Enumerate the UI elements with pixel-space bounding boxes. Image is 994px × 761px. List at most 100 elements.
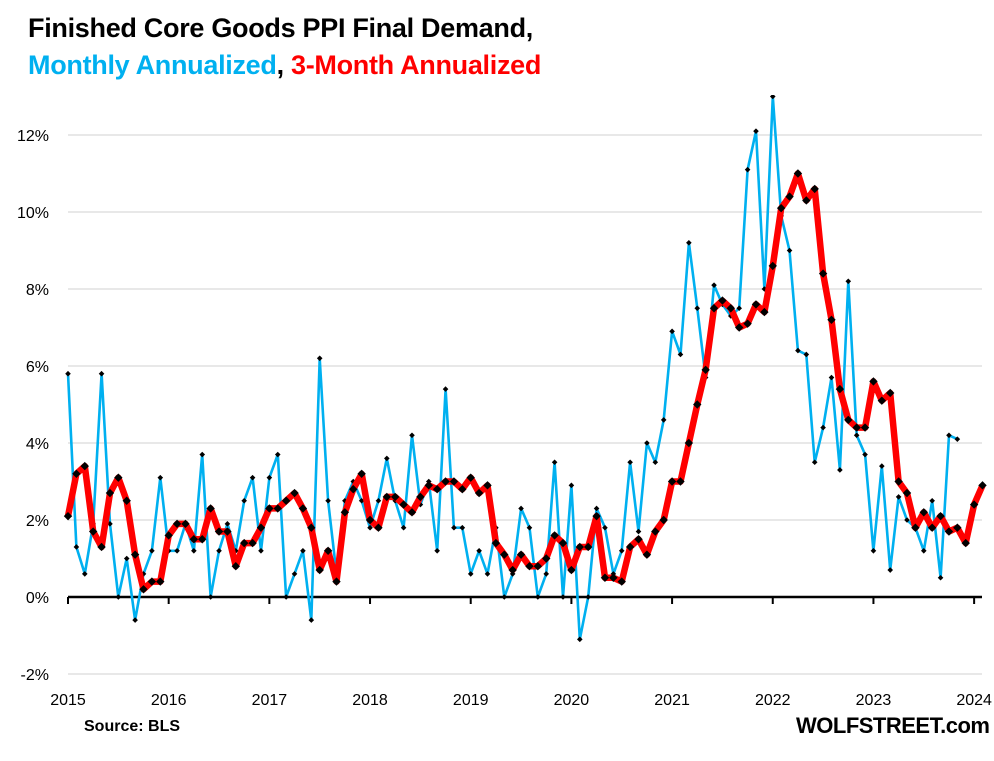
three-month-annualized-point: [844, 415, 853, 425]
x-tick-label: 2018: [352, 692, 388, 709]
title-monthly-legend: Monthly Annualized: [28, 50, 277, 80]
monthly-annualized-point: [576, 636, 583, 643]
monthly-annualized-point: [887, 567, 894, 573]
monthly-annualized-point: [199, 451, 206, 458]
three-month-annualized-point: [693, 400, 702, 409]
three-month-annualized-point: [835, 384, 845, 394]
monthly-annualized-point: [409, 432, 415, 439]
three-month-annualized-point: [567, 565, 576, 575]
series-layer: [63, 95, 987, 643]
y-tick-label: 6%: [26, 359, 49, 376]
monthly-annualized-series: [65, 95, 961, 643]
three-month-annualized-point: [231, 562, 240, 571]
three-month-annualized-point: [122, 496, 131, 505]
monthly-annualized-point: [845, 278, 852, 285]
three-month-annualized-point: [760, 307, 769, 317]
three-month-annualized-point: [575, 542, 584, 552]
three-month-annualized-point: [491, 538, 501, 548]
three-month-annualized-point: [399, 500, 408, 509]
monthly-annualized-point: [627, 459, 633, 466]
monthly-annualized-point: [216, 548, 222, 554]
monthly-annualized-point: [325, 497, 331, 504]
three-month-annualized-point: [978, 481, 987, 490]
three-month-annualized-point: [902, 488, 912, 498]
monthly-annualized-point: [115, 594, 122, 600]
three-month-annualized-point: [80, 461, 89, 471]
three-month-annualized-point: [936, 511, 945, 521]
x-tick-label: 2021: [654, 692, 690, 709]
y-tick-label: 10%: [17, 205, 49, 222]
three-month-annualized-point: [701, 365, 710, 375]
title-separator: ,: [276, 50, 291, 80]
three-month-annualized-point: [432, 485, 442, 494]
monthly-annualized-point: [920, 548, 927, 554]
y-tick-label: 12%: [17, 128, 49, 145]
monthly-annualized-point: [308, 617, 315, 623]
monthly-annualized-point: [870, 548, 877, 554]
monthly-annualized-point: [828, 374, 835, 381]
three-month-annualized-point: [214, 527, 224, 536]
monthly-annualized-point: [535, 594, 541, 600]
three-month-annualized-point: [323, 546, 333, 555]
monthly-annualized-point: [803, 351, 810, 358]
monthly-annualized-point: [551, 459, 558, 466]
brand-label: WOLFSTREET.com: [796, 713, 990, 738]
three-month-annualized-point: [424, 481, 433, 490]
three-month-annualized-point: [290, 488, 299, 498]
monthly-annualized-point: [568, 482, 575, 489]
three-month-annualized-point: [667, 477, 677, 486]
y-axis-ticks: -2% 0% 2% 4% 6% 8% 10% 12%: [17, 128, 49, 684]
three-month-annualized-point: [239, 538, 249, 548]
monthly-annualized-point: [224, 521, 231, 527]
three-month-annualized-point: [340, 508, 350, 517]
three-month-annualized-point: [718, 296, 727, 305]
monthly-annualized-point: [761, 286, 768, 292]
three-month-annualized-point: [810, 184, 819, 194]
three-month-annualized-point: [802, 196, 811, 205]
three-month-annualized-point: [726, 304, 736, 313]
monthly-annualized-point: [543, 571, 550, 577]
monthly-annualized-point: [451, 524, 457, 531]
three-month-annualized-point: [256, 523, 266, 532]
three-month-annualized-point: [886, 388, 895, 398]
x-axis: [67, 595, 982, 604]
monthly-annualized-point: [694, 305, 701, 312]
monthly-annualized-point: [207, 594, 214, 600]
three-month-annualized-point: [508, 565, 517, 575]
monthly-annualized-point: [73, 544, 80, 550]
monthly-annualized-point: [811, 459, 818, 466]
monthly-annualized-point: [736, 305, 742, 312]
source-label: Source: BLS: [84, 718, 181, 735]
x-tick-label: 2023: [856, 692, 892, 709]
three-month-annualized-point: [248, 538, 257, 548]
three-month-annualized-point: [927, 523, 937, 532]
three-month-annualized-point: [407, 508, 417, 517]
three-month-annualized-point: [198, 535, 207, 544]
monthly-annualized-point: [400, 524, 407, 531]
x-tick-label: 2020: [554, 692, 590, 709]
three-month-annualized-point: [953, 523, 962, 532]
monthly-annualized-point: [384, 455, 390, 462]
three-month-annualized-point: [525, 562, 534, 571]
monthly-annualized-point: [820, 424, 826, 431]
monthly-annualized-point: [954, 436, 961, 442]
three-month-annualized-point: [97, 542, 106, 552]
three-month-annualized-point: [684, 438, 694, 448]
monthly-annualized-point: [65, 370, 71, 377]
monthly-annualized-point: [837, 467, 843, 473]
three-month-annualized-point: [785, 192, 794, 201]
three-month-annualized-point: [651, 527, 660, 536]
monthly-annualized-point: [316, 355, 323, 362]
three-month-annualized-point: [391, 492, 400, 502]
x-axis-labels: 2015 2016 2017 2018 2019 2020 2021 2022 2023 2024: [50, 692, 992, 709]
three-month-annualized-point: [961, 538, 970, 548]
three-month-annualized-point: [147, 577, 157, 586]
three-month-annualized-point: [919, 508, 928, 517]
monthly-annualized-point: [501, 594, 508, 600]
three-month-annualized-point: [793, 169, 803, 178]
monthly-annualized-point: [291, 571, 298, 577]
monthly-annualized-point: [518, 505, 524, 512]
x-tick-label: 2017: [252, 692, 288, 709]
monthly-annualized-point: [283, 594, 289, 600]
